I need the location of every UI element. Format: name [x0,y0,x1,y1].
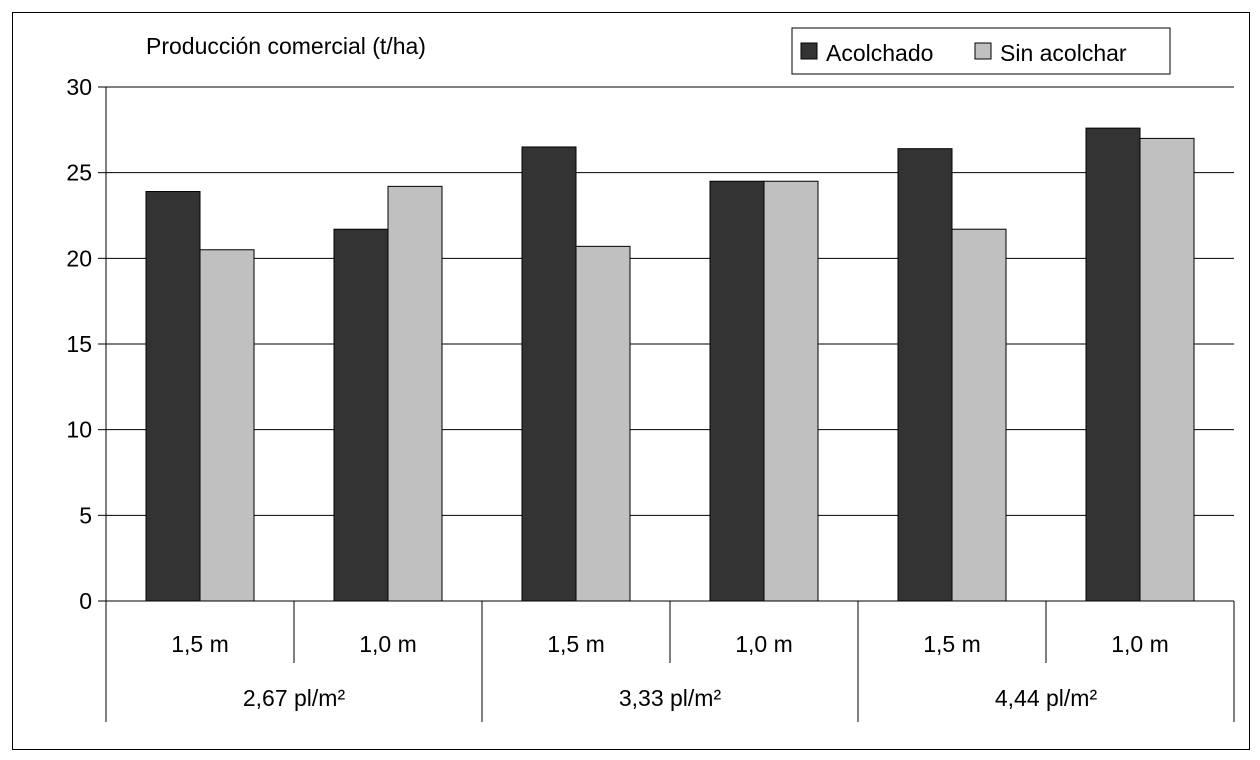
y-tick-labels: 0 5 10 15 20 25 30 [66,74,92,614]
y-tick-label: 20 [66,245,92,271]
bar-sin-acolchar-1 [387,185,443,602]
bar-sin-acolchar-0 [199,249,255,602]
legend: Acolchado Sin acolchar [791,27,1171,75]
legend-swatch-acolchado [800,42,818,60]
x-category-label: 1,0 m [359,631,417,657]
x-category-label: 1,5 m [923,631,981,657]
bar-sin-acolchar-5 [1139,137,1195,602]
bar-acolchado-3 [709,180,765,602]
x-group-label: 4,44 pl/m² [995,685,1098,711]
axes [105,87,1235,722]
y-tick-label: 15 [66,331,92,357]
x-group-label: 2,67 pl/m² [243,685,346,711]
bar-acolchado-4 [897,148,953,602]
y-tick-label: 25 [66,160,92,186]
x-category-label: 1,0 m [735,631,793,657]
x-group-label: 3,33 pl/m² [619,685,722,711]
x-category-label: 1,5 m [171,631,229,657]
y-tick-label: 0 [79,588,92,614]
bars [145,127,1195,602]
y-tick-label: 5 [79,502,92,528]
bar-acolchado-1 [333,228,389,602]
legend-label-acolchado: Acolchado [826,40,933,66]
bar-acolchado-2 [521,146,577,602]
x-tick-labels: 1,5 m 1,0 m 1,5 m 1,0 m 1,5 m 1,0 m 2,67 pl/m²… [171,631,1169,711]
y-tick-label: 10 [66,417,92,443]
bar-sin-acolchar-3 [763,180,819,602]
legend-swatch-sin-acolchar [974,42,992,60]
x-category-label: 1,0 m [1111,631,1169,657]
y-tick-label: 30 [66,74,92,100]
bar-sin-acolchar-2 [575,245,631,602]
legend-label-sin-acolchar: Sin acolchar [1000,40,1127,66]
bar-sin-acolchar-4 [951,228,1007,602]
bar-acolchado-0 [145,191,201,602]
chart-title: Producción comercial (t/ha) [146,33,426,59]
gridlines [98,86,1234,602]
x-category-label: 1,5 m [547,631,605,657]
bar-acolchado-5 [1085,127,1141,602]
